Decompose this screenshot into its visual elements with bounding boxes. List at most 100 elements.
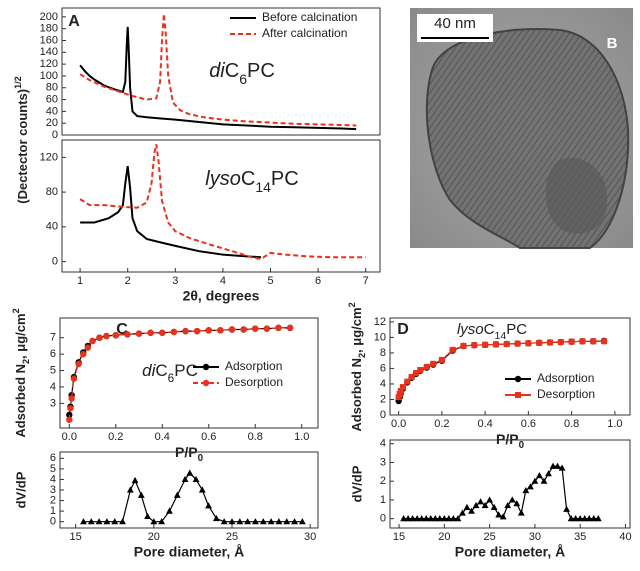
annotation: lysoC14PC — [457, 321, 527, 342]
plot-frame — [60, 452, 318, 528]
x-tick-label: 0.4 — [155, 431, 170, 443]
marker — [103, 333, 109, 339]
x-tick-label: 0.4 — [477, 418, 492, 430]
text-part: P/P — [496, 431, 519, 447]
marker — [547, 339, 553, 345]
text-part: PC — [247, 60, 275, 82]
marker — [166, 508, 173, 514]
y-tick-label: 60 — [46, 93, 58, 105]
legend-label: Adsorption — [225, 359, 282, 373]
x-axis-label: 2θ, degrees — [183, 288, 260, 304]
marker — [75, 361, 81, 367]
series-line — [84, 473, 303, 522]
y-tick-label: 1 — [50, 505, 56, 517]
text-part: PC — [271, 168, 299, 190]
y-tick-label: 12 — [374, 316, 386, 328]
x-axis-label: Pore diameter, Å — [455, 544, 566, 560]
y-tick-label: 4 — [380, 378, 386, 390]
marker — [515, 341, 521, 347]
y-tick-label: 6 — [380, 362, 386, 374]
text-part: 1/2 — [13, 76, 23, 89]
marker — [252, 325, 258, 331]
panel-label: D — [397, 321, 409, 338]
y-tick-label: 80 — [46, 82, 58, 94]
marker — [194, 328, 200, 334]
marker — [491, 504, 498, 510]
y-tick-label: 3 — [380, 456, 386, 468]
text-part: Adsorbed N — [13, 364, 28, 438]
marker — [482, 342, 488, 348]
marker — [495, 511, 502, 517]
y-tick-label: 160 — [40, 34, 58, 46]
y-tick-label: 120 — [40, 58, 58, 70]
y-axis-label: Adsorbed N2, μg/cm2 — [347, 302, 367, 431]
x-tick-label: 2 — [125, 275, 131, 287]
x-axis-label: P/P0 — [496, 431, 525, 451]
marker — [206, 327, 212, 333]
marker — [240, 326, 246, 332]
y-tick-label: 100 — [40, 70, 58, 82]
marker — [113, 332, 119, 338]
y-tick-label: 2 — [380, 393, 386, 405]
y-tick-label: 3 — [50, 484, 56, 496]
marker — [493, 341, 499, 347]
figure: 40 nm B 020406080100120140160180200(Dect… — [0, 0, 640, 571]
marker — [182, 328, 188, 334]
annotation: diC6PC — [142, 361, 198, 385]
text-part: C — [484, 321, 495, 338]
y-axis-label: dV/dP — [349, 465, 364, 502]
text-part: (Dectector counts) — [15, 89, 30, 204]
marker — [144, 513, 151, 519]
text-part: , μg/cm — [13, 313, 28, 359]
marker — [199, 486, 206, 492]
y-tick-label: 40 — [46, 105, 58, 117]
marker — [89, 338, 95, 344]
x-tick-label: 25 — [483, 531, 495, 543]
marker — [518, 509, 525, 515]
y-tick-label: 4 — [50, 381, 56, 393]
annotation: lysoC14PC — [205, 168, 298, 194]
marker — [132, 477, 139, 483]
x-tick-label: 0.6 — [201, 431, 216, 443]
x-tick-label: 1.0 — [294, 431, 309, 443]
y-tick-label: 6 — [50, 348, 56, 360]
x-tick-label: 0.2 — [434, 418, 449, 430]
text-part: lyso — [457, 321, 484, 338]
y-tick-label: 8 — [380, 347, 386, 359]
marker — [136, 330, 142, 336]
y-tick-label: 6 — [50, 452, 56, 464]
legend-label: Desorption — [225, 375, 283, 389]
panel-label: A — [68, 13, 80, 30]
marker — [536, 472, 543, 478]
marker — [186, 470, 193, 476]
legend-label: After calcination — [262, 26, 347, 40]
x-axis-label: P/P0 — [175, 444, 204, 464]
text-part: PC — [506, 321, 527, 338]
marker — [205, 502, 212, 508]
text-part: C — [155, 361, 167, 380]
text-part: 14 — [495, 330, 507, 342]
text-part: 2 — [11, 308, 21, 313]
x-tick-label: 15 — [393, 531, 405, 543]
y-tick-label: 0 — [52, 255, 58, 267]
y-tick-label: 5 — [50, 463, 56, 475]
y-tick-label: 4 — [380, 438, 386, 450]
marker — [525, 340, 531, 346]
x-tick-label: 40 — [619, 531, 631, 543]
legend-label: Desorption — [537, 387, 595, 401]
y-tick-label: 80 — [46, 186, 58, 198]
marker — [67, 405, 73, 411]
marker — [430, 361, 436, 367]
y-tick-label: 3 — [50, 397, 56, 409]
plot-area — [400, 463, 602, 522]
marker — [68, 395, 74, 401]
text-part: PC — [174, 361, 198, 380]
marker — [417, 367, 423, 373]
x-tick-label: 0.0 — [62, 431, 77, 443]
marker — [579, 338, 585, 344]
x-axis-label: Pore diameter, Å — [134, 544, 245, 560]
marker — [171, 329, 177, 335]
x-tick-label: 1 — [77, 275, 83, 287]
marker — [569, 339, 575, 345]
marker — [264, 325, 270, 331]
